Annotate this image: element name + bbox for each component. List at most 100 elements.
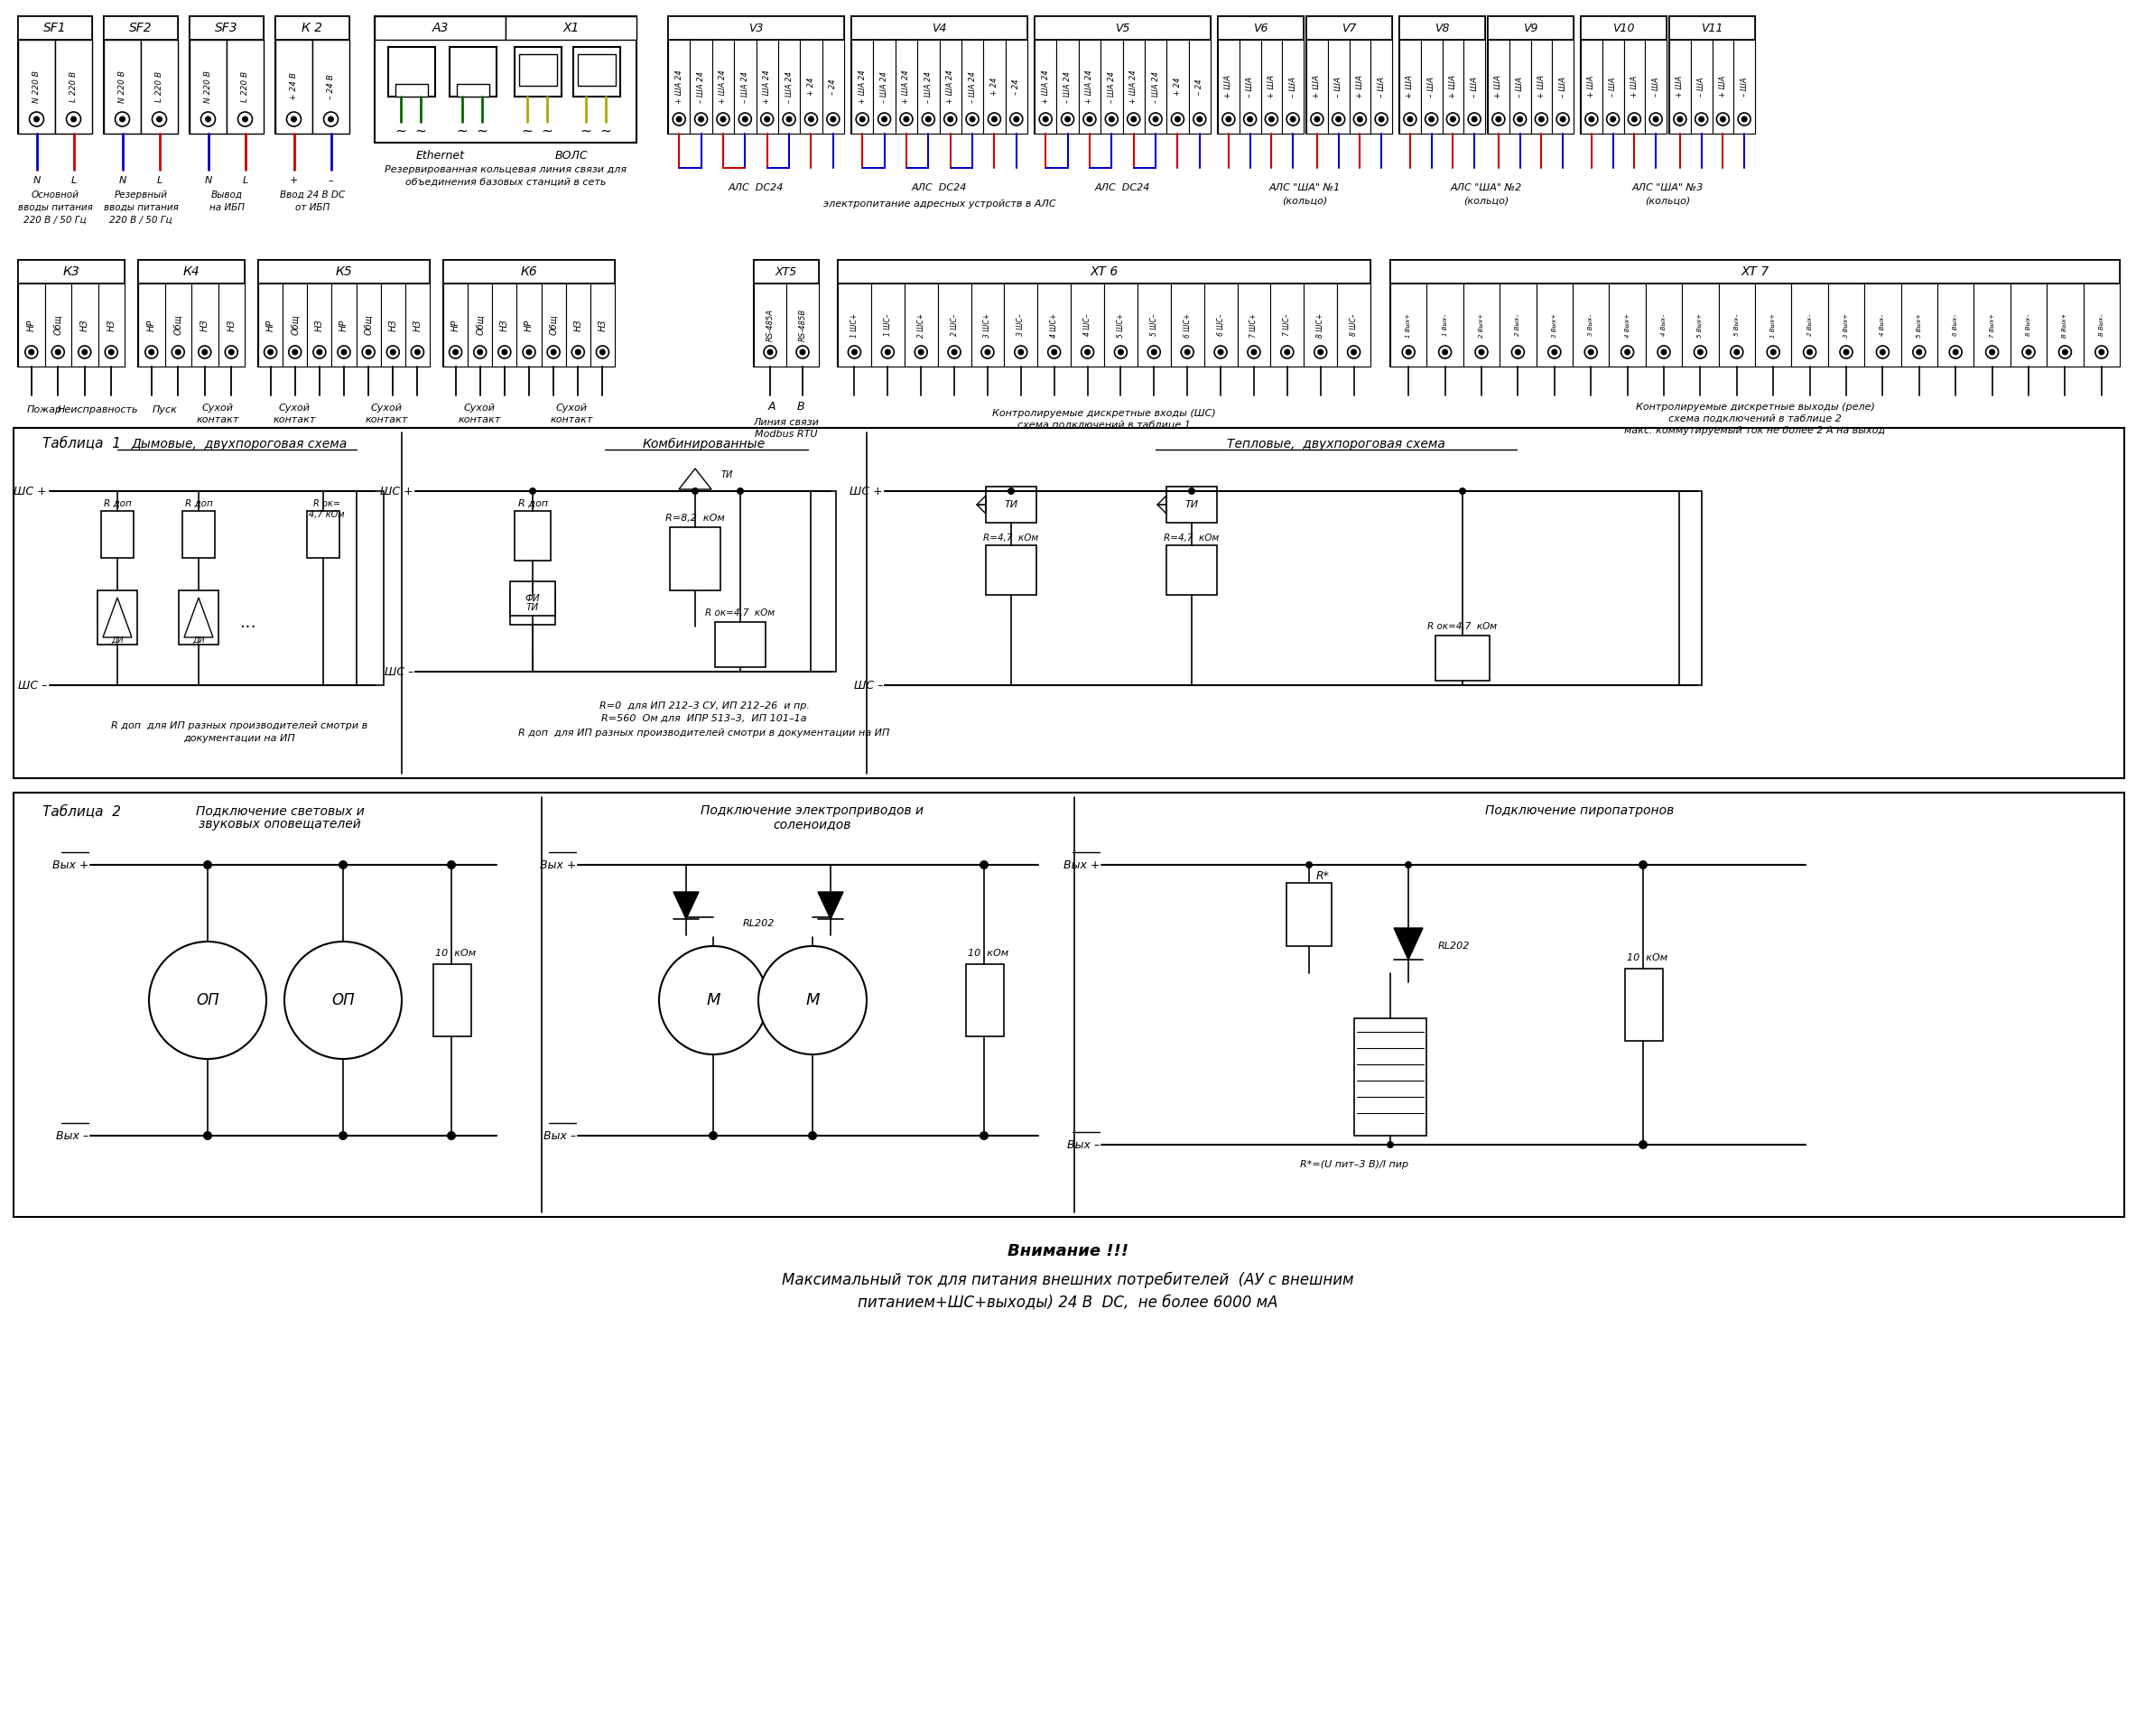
Text: – ША: – ША [1470,76,1478,97]
Bar [1145,40,1166,134]
Text: 3 ШС+: 3 ШС+ [983,312,991,337]
Circle shape [1517,116,1523,122]
Bar [1329,40,1350,134]
Circle shape [145,345,158,358]
Bar [1307,16,1393,40]
Text: + 24: + 24 [1173,78,1181,95]
Bar [1937,283,1974,366]
Text: АЛС  DC24: АЛС DC24 [912,184,968,193]
Text: Вых –: Вых – [1068,1139,1100,1151]
Text: + ША 24: + ША 24 [763,69,771,104]
Circle shape [692,488,698,495]
Circle shape [899,113,912,125]
Circle shape [1196,116,1203,122]
Circle shape [1677,116,1683,122]
Circle shape [105,345,117,358]
Text: + ША: + ША [1587,76,1596,97]
Circle shape [1495,116,1502,122]
Text: В Вых+: В Вых+ [2063,312,2068,337]
Bar [940,40,961,134]
Text: – ША 24: – ША 24 [968,71,976,102]
Bar [1668,16,1756,134]
Text: Modbus RTU: Modbus RTU [754,431,818,439]
Bar [1489,40,1510,134]
Text: 6 Вых–: 6 Вых– [1952,314,1959,337]
Circle shape [1589,116,1596,122]
Circle shape [1623,349,1630,356]
Bar [139,260,246,283]
Circle shape [205,116,211,122]
Circle shape [1549,345,1561,358]
Bar [98,590,137,644]
Text: L: L [156,175,162,186]
Circle shape [980,861,989,870]
Text: 3 ШС–: 3 ШС– [1017,314,1025,337]
Text: Вых +: Вых + [1064,859,1100,871]
Text: 7 Вых+: 7 Вых+ [1989,312,1995,337]
Circle shape [831,116,837,122]
Text: + ША: + ША [1224,75,1232,99]
Circle shape [980,1132,989,1141]
Text: вводы питания: вводы питания [17,203,92,212]
Circle shape [985,349,991,356]
Text: 10  кОм: 10 кОм [436,950,476,958]
Circle shape [1606,113,1619,125]
Circle shape [1064,116,1070,122]
Circle shape [1734,349,1741,356]
Circle shape [337,1132,348,1141]
Circle shape [904,116,910,122]
Circle shape [1429,116,1435,122]
Text: В: В [797,401,805,411]
Text: АЛС  DC24: АЛС DC24 [728,184,784,193]
Circle shape [1989,349,1995,356]
Circle shape [1914,345,1925,358]
Circle shape [56,349,62,356]
Bar [801,40,822,134]
Text: 4 Вых+: 4 Вых+ [1625,312,1630,337]
Circle shape [265,345,278,358]
Circle shape [1587,349,1593,356]
Text: + ША: + ША [1677,76,1683,97]
Text: N: N [32,175,41,186]
Bar [837,260,1371,366]
Text: Дымовые,  двухпороговая схема: Дымовые, двухпороговая схема [130,437,348,450]
Bar [276,16,350,134]
Circle shape [1717,113,1730,125]
Bar [1489,16,1574,134]
Text: 1 ШС+: 1 ШС+ [850,312,859,337]
Text: Вых –: Вых – [56,1130,88,1142]
Bar [374,16,637,40]
Bar [141,40,177,134]
Bar [1218,16,1303,134]
Text: + ША: + ША [1538,75,1546,99]
Circle shape [1226,116,1232,122]
Circle shape [1171,113,1183,125]
Bar [961,40,983,134]
Text: 2 Вых+: 2 Вых+ [1478,312,1485,337]
Text: + ША 24: + ША 24 [901,69,910,104]
Text: – ША 24: – ША 24 [786,71,792,102]
Text: 1 Вых–: 1 Вых– [1442,314,1448,337]
Text: Н3: Н3 [226,319,235,332]
Bar [1865,283,1901,366]
Circle shape [1766,345,1779,358]
Text: Подключение световых и: Подключение световых и [197,804,363,818]
Circle shape [547,345,560,358]
Text: R ок=4,7  кОм: R ок=4,7 кОм [1427,621,1497,630]
Text: XT 6: XT 6 [1089,266,1119,278]
Text: Подключение пиропатронов: Подключение пиропатронов [1485,804,1675,818]
Circle shape [342,349,348,356]
Circle shape [1401,345,1414,358]
Circle shape [1213,345,1226,358]
Circle shape [1378,116,1384,122]
Text: 8 ШС+: 8 ШС+ [1316,312,1324,337]
Bar [1100,40,1124,134]
Circle shape [1183,349,1190,356]
Bar [449,47,496,97]
Text: НР: НР [28,319,36,332]
Text: ~: ~ [395,125,406,137]
Bar [380,283,406,366]
Circle shape [1085,349,1091,356]
Text: Сухой: Сухой [372,403,404,413]
Circle shape [1194,113,1207,125]
